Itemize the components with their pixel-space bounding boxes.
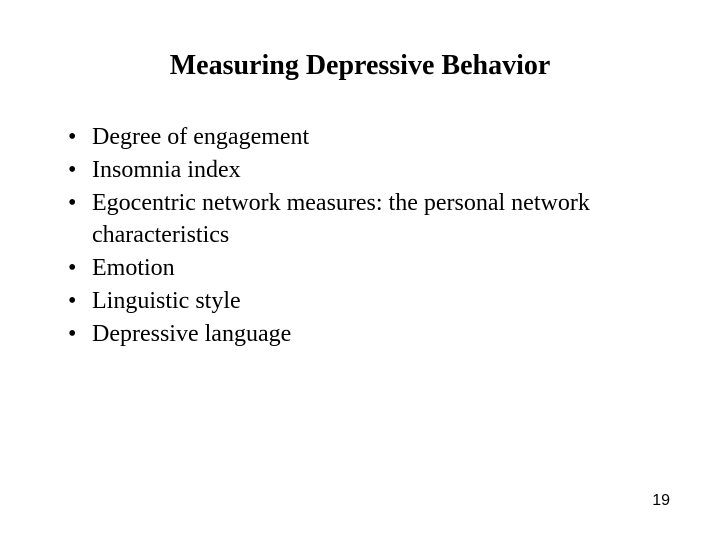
list-item: Egocentric network measures: the persona… bbox=[68, 188, 670, 250]
page-number: 19 bbox=[652, 492, 670, 510]
list-item: Insomnia index bbox=[68, 155, 670, 186]
list-item: Emotion bbox=[68, 253, 670, 284]
list-item: Linguistic style bbox=[68, 286, 670, 317]
list-item: Depressive language bbox=[68, 319, 670, 350]
bullet-list: Degree of engagement Insomnia index Egoc… bbox=[50, 122, 670, 350]
slide-title: Measuring Depressive Behavior bbox=[50, 50, 670, 82]
list-item: Degree of engagement bbox=[68, 122, 670, 153]
